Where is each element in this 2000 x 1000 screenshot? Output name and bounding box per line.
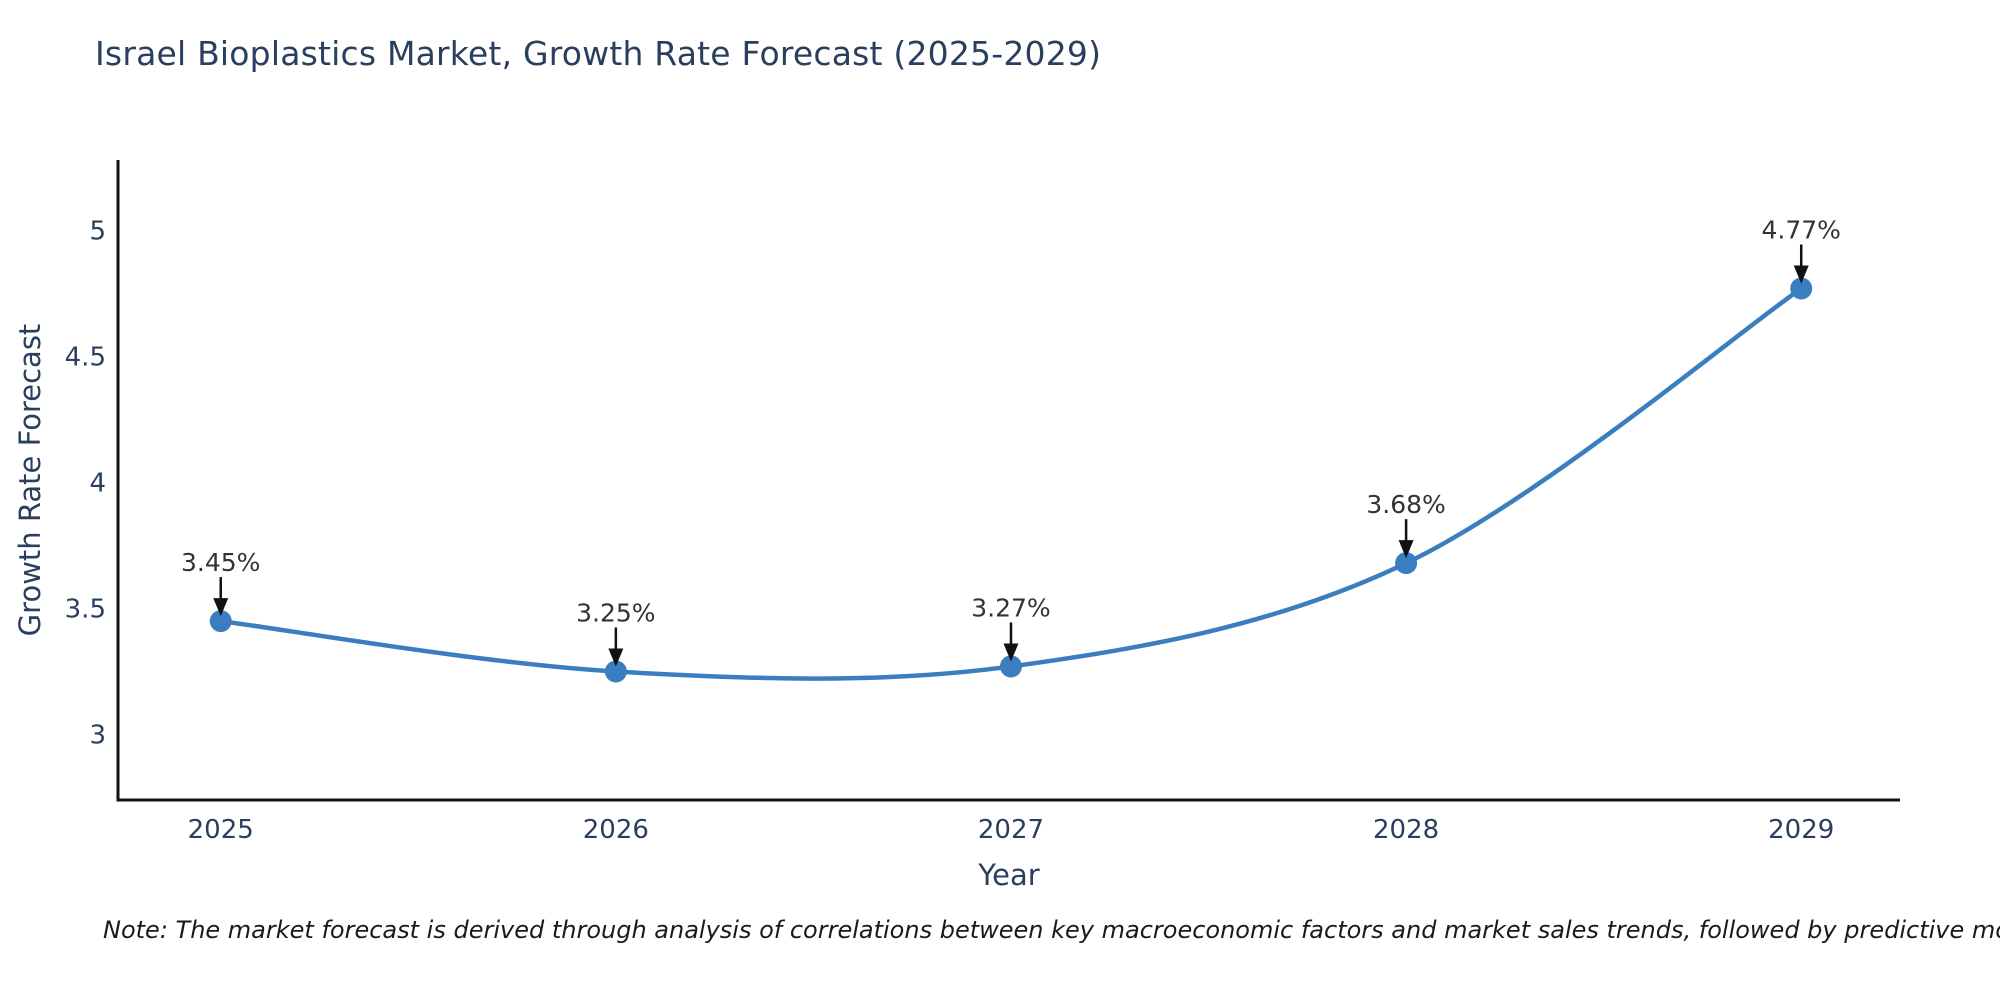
footnote: Note: The market forecast is derived thr… bbox=[103, 916, 2000, 944]
annotation-arrow-head bbox=[213, 598, 229, 617]
annotation-arrow-head bbox=[1793, 265, 1809, 284]
x-tick-label: 2028 bbox=[1373, 815, 1439, 845]
y-tick-label: 4 bbox=[89, 469, 106, 499]
data-point-marker bbox=[1790, 277, 1813, 300]
annotation-arrow-head bbox=[1003, 643, 1019, 662]
chart-title: Israel Bioplastics Market, Growth Rate F… bbox=[95, 34, 1102, 73]
annotation-arrow-head bbox=[608, 648, 624, 667]
y-tick-label: 3 bbox=[89, 720, 106, 750]
data-point-marker bbox=[209, 610, 232, 633]
y-tick-label: 5 bbox=[89, 217, 106, 247]
x-tick-label: 2027 bbox=[978, 815, 1044, 845]
data-point-marker bbox=[604, 660, 627, 683]
data-point-label: 3.27% bbox=[971, 593, 1050, 622]
data-point-label: 3.45% bbox=[181, 548, 260, 577]
data-point-marker bbox=[1395, 552, 1418, 575]
data-point-label: 3.25% bbox=[576, 598, 655, 627]
x-tick-label: 2025 bbox=[188, 815, 254, 845]
y-tick-label: 3.5 bbox=[65, 595, 106, 625]
forecast-line bbox=[218, 286, 1804, 681]
annotation-arrow-head bbox=[1398, 540, 1414, 559]
data-point-label: 3.68% bbox=[1366, 490, 1445, 519]
y-axis-title: Growth Rate Forecast bbox=[13, 323, 47, 637]
x-tick-label: 2026 bbox=[583, 815, 649, 845]
x-axis-title: Year bbox=[978, 858, 1040, 892]
x-tick-label: 2029 bbox=[1768, 815, 1834, 845]
data-point-label: 4.77% bbox=[1762, 216, 1841, 245]
y-tick-label: 4.5 bbox=[65, 343, 106, 373]
data-point-marker bbox=[999, 655, 1022, 678]
